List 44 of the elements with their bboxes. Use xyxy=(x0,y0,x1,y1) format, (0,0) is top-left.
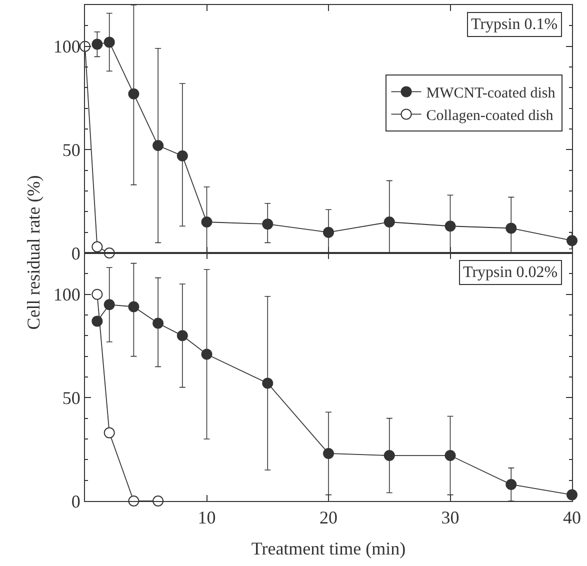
point xyxy=(201,216,212,228)
point xyxy=(152,496,164,506)
x-tick-label: 30 xyxy=(441,508,460,528)
legend-label: Collagen-coated dish xyxy=(426,108,554,124)
annotation: Trypsin 0.1% xyxy=(471,16,558,33)
point xyxy=(92,288,103,300)
point xyxy=(201,348,212,360)
annotation: Trypsin 0.02% xyxy=(463,264,558,281)
point xyxy=(104,299,115,310)
x-tick-label: 40 xyxy=(563,508,581,528)
point xyxy=(152,140,164,152)
point xyxy=(444,450,456,462)
y-tick-label: 100 xyxy=(53,284,80,305)
point xyxy=(262,218,274,230)
y-tick-label: 0 xyxy=(71,243,80,264)
point xyxy=(262,378,274,389)
point xyxy=(92,316,103,327)
point xyxy=(566,489,578,500)
point xyxy=(176,150,188,162)
point xyxy=(444,220,456,232)
point xyxy=(152,318,164,329)
y-tick-label: 50 xyxy=(62,140,80,160)
point xyxy=(128,301,140,312)
point xyxy=(92,241,103,252)
point xyxy=(104,427,115,438)
point xyxy=(506,222,517,234)
legend-label: MWCNT-coated dish xyxy=(426,86,556,102)
point xyxy=(323,448,334,459)
point xyxy=(323,226,334,238)
y-tick-label: 0 xyxy=(71,491,80,512)
point xyxy=(176,330,188,342)
x-tick-label: 20 xyxy=(320,508,338,528)
y-tick-label: 50 xyxy=(62,388,80,408)
point xyxy=(384,450,395,462)
x-axis-title: Treatment time (min) xyxy=(251,538,406,559)
x-tick-label: 10 xyxy=(198,508,216,528)
point xyxy=(128,88,140,100)
point xyxy=(384,216,395,228)
point xyxy=(506,478,517,490)
y-tick-label: 100 xyxy=(53,36,80,57)
point xyxy=(566,235,578,246)
point xyxy=(104,36,115,48)
point xyxy=(92,38,103,50)
y-axis-title: Cell residual rate (%) xyxy=(24,175,44,330)
